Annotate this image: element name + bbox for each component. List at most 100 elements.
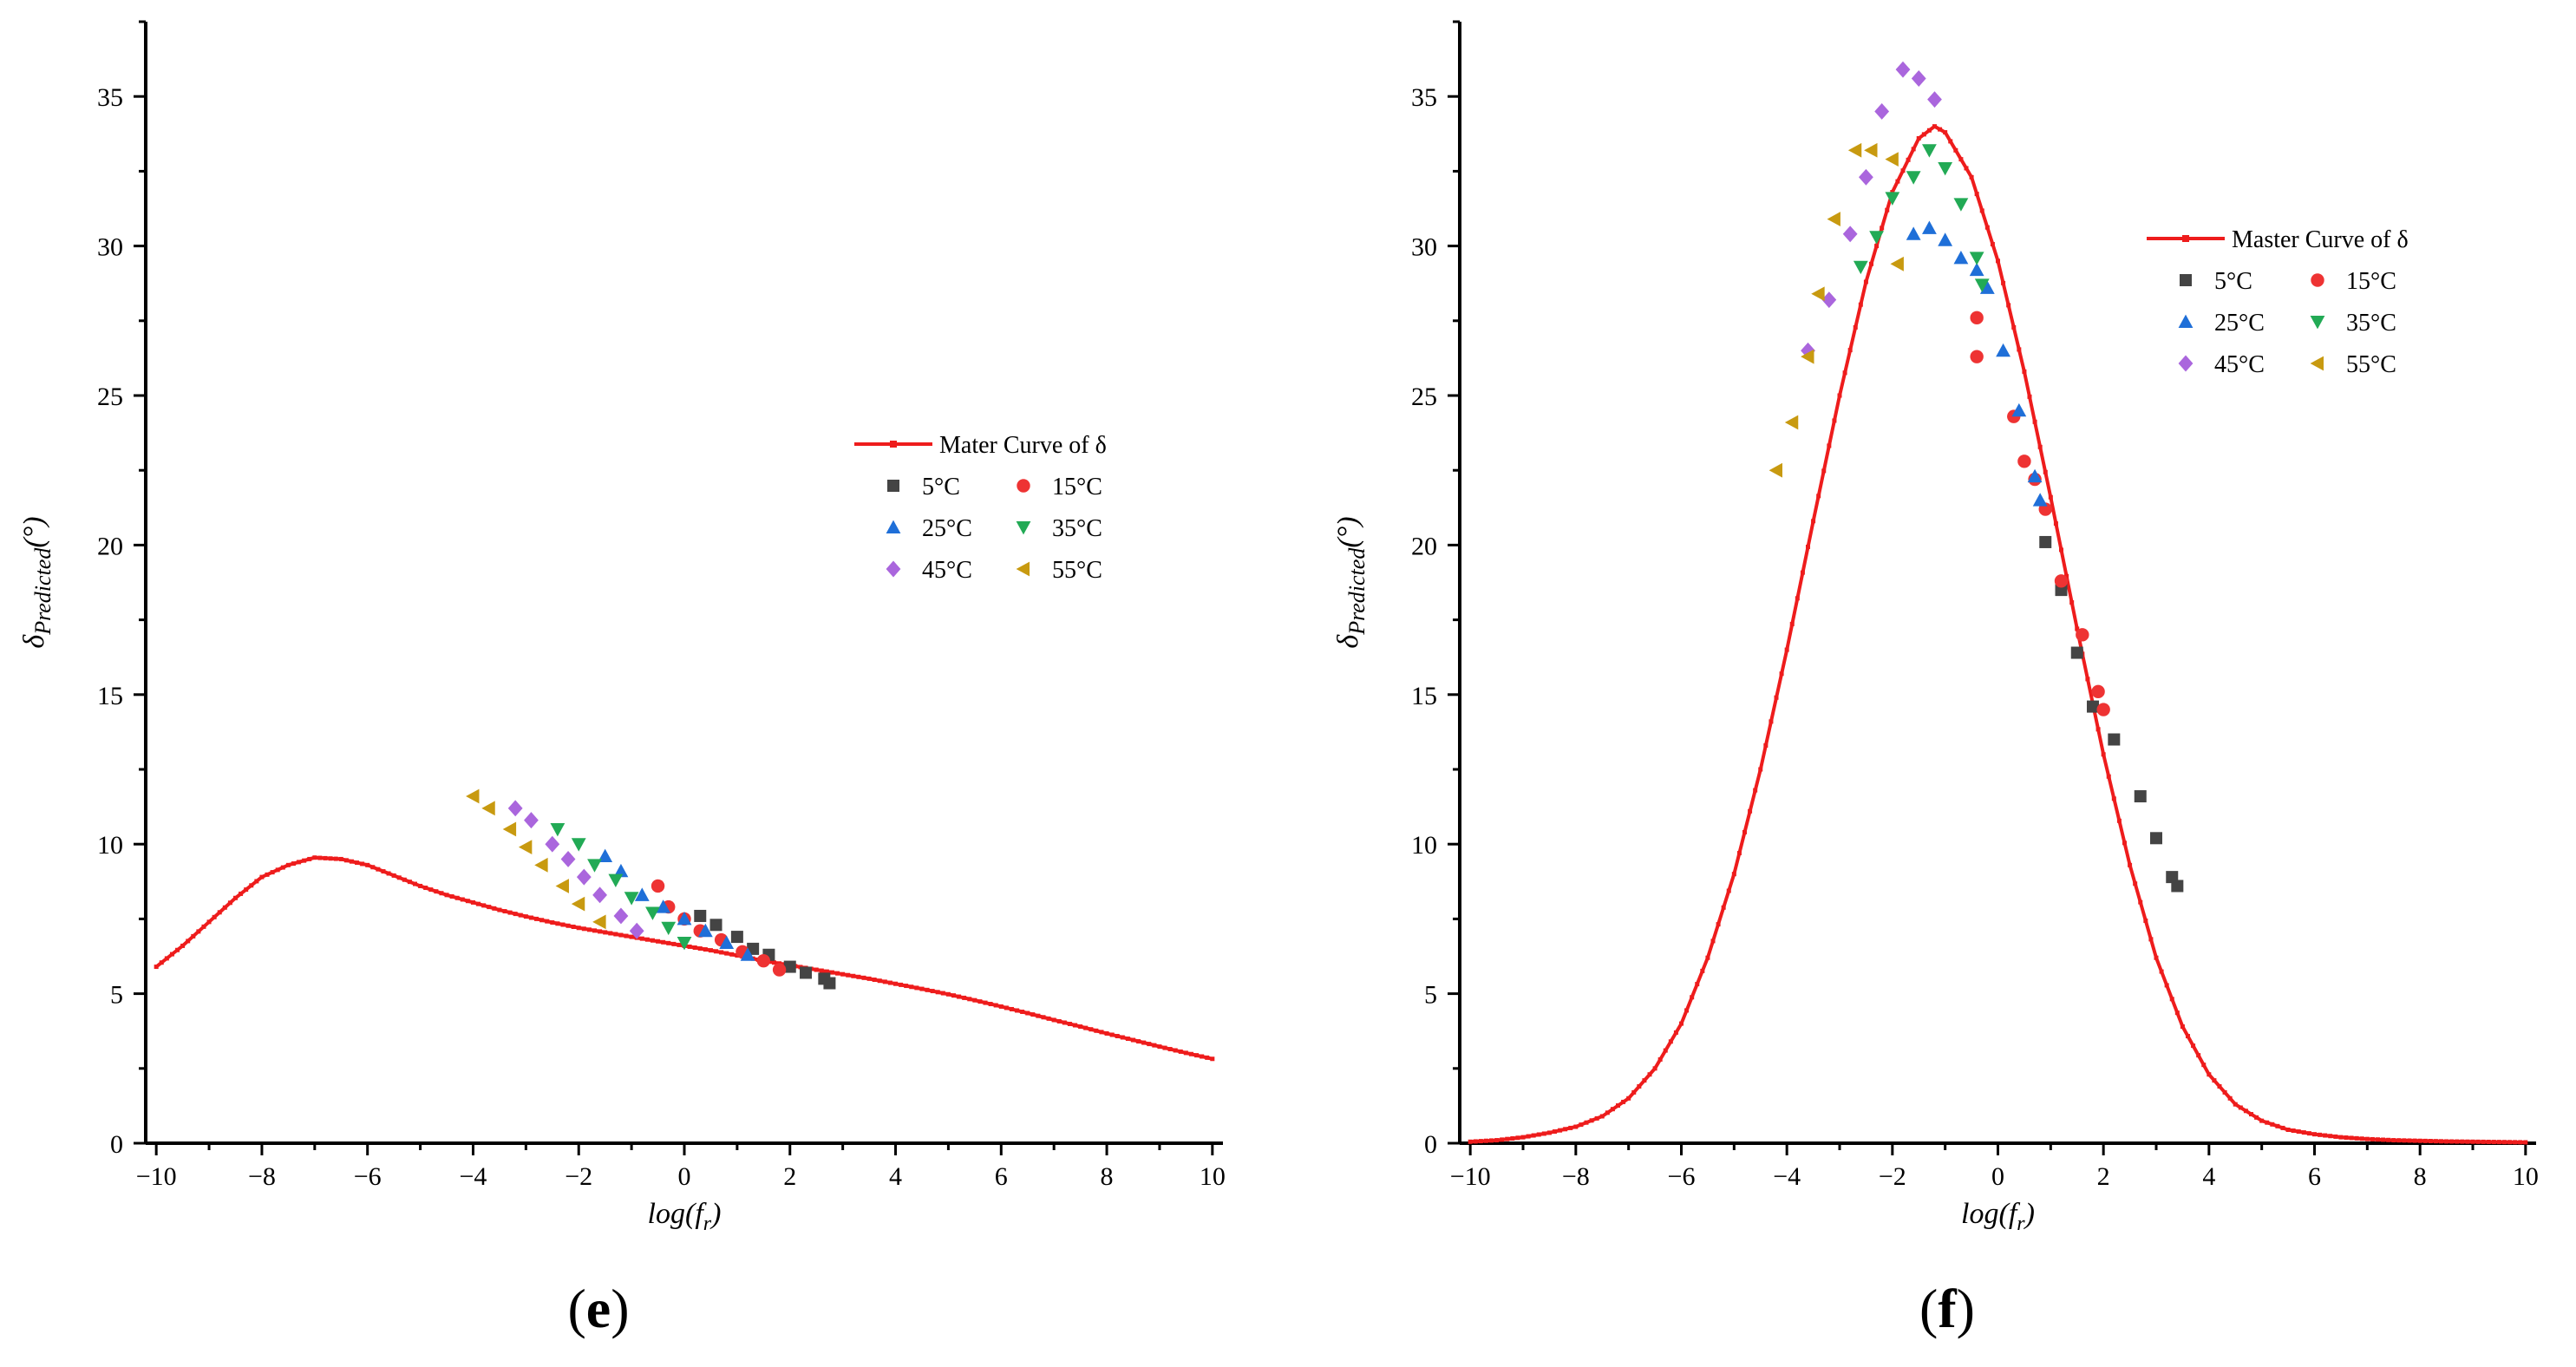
master-curve-point — [1821, 468, 1827, 474]
data-point — [1827, 212, 1840, 226]
master-curve-point — [1183, 1050, 1188, 1056]
data-point — [2087, 700, 2099, 713]
master-curve-point — [618, 932, 624, 938]
data-point — [524, 812, 539, 829]
data-point — [555, 879, 569, 893]
master-curve-point — [1167, 1047, 1173, 1052]
master-curve-point — [819, 968, 824, 973]
master-curve-point — [909, 984, 914, 990]
legend-line-marker — [2182, 235, 2189, 242]
master-curve-point — [1120, 1035, 1125, 1040]
data-point — [502, 821, 517, 837]
master-curve-point — [481, 903, 487, 908]
master-curve-point — [534, 916, 539, 921]
master-curve-point — [2017, 347, 2022, 352]
series-45CC — [507, 800, 644, 939]
data-point — [1996, 343, 2010, 357]
master-curve-point — [396, 875, 402, 880]
y-tick-label: 25 — [1411, 383, 1437, 411]
master-curve-point — [259, 874, 265, 880]
master-curve-point — [882, 979, 887, 984]
data-point — [2096, 703, 2110, 716]
data-point — [823, 977, 836, 990]
master-curve-point — [1015, 1008, 1020, 1013]
master-curve-point — [1489, 1138, 1494, 1143]
legend-marker — [886, 520, 901, 533]
data-point — [2054, 574, 2069, 588]
master-curve-point — [1157, 1044, 1162, 1050]
master-curve-point — [899, 982, 904, 987]
data-point — [661, 921, 677, 936]
master-curve-point — [1020, 1009, 1025, 1014]
master-curve-point — [1690, 995, 1695, 1000]
master-curve-point — [249, 883, 254, 888]
master-curve-point — [2513, 1140, 2518, 1145]
panel-label: (e) — [567, 1278, 629, 1339]
master-curve-point — [644, 937, 650, 942]
data-point — [2017, 455, 2031, 468]
master-curve-point — [2318, 1132, 2323, 1137]
master-curve-point — [856, 974, 861, 979]
master-curve-point — [1089, 1027, 1094, 1032]
master-curve-point — [239, 891, 244, 896]
master-curve-point — [951, 993, 956, 998]
master-curve-point — [2180, 1024, 2185, 1030]
master-curve-point — [814, 967, 819, 972]
master-curve-point — [967, 997, 972, 1002]
master-curve-point — [2370, 1136, 2375, 1141]
master-curve-point — [1827, 443, 1832, 448]
master-curve-point — [1478, 1139, 1483, 1144]
master-curve-point — [186, 939, 191, 944]
master-curve-point — [1115, 1033, 1120, 1038]
master-curve-point — [2439, 1139, 2443, 1144]
y-tick-label: 30 — [97, 233, 123, 262]
master-curve-point — [1916, 135, 1921, 141]
master-curve-point — [1679, 1021, 1684, 1026]
master-curve-point — [2507, 1140, 2513, 1145]
master-curve-point — [1147, 1042, 1152, 1047]
master-curve-point — [169, 952, 174, 957]
data-point — [740, 947, 755, 961]
master-curve-point — [2111, 796, 2116, 801]
master-curve-point — [1943, 130, 1948, 135]
master-curve-point — [2407, 1138, 2412, 1143]
master-curve-point — [2095, 727, 2101, 732]
master-curve-point — [887, 980, 892, 985]
master-curve-point — [1979, 208, 1984, 213]
legend-marker — [886, 560, 901, 578]
data-point — [550, 822, 566, 837]
master-curve-point — [2265, 1120, 2270, 1125]
master-curve-point — [1789, 621, 1795, 626]
master-curve-point — [1104, 1030, 1109, 1036]
data-point — [613, 907, 629, 925]
master-curve-point — [1041, 1015, 1046, 1020]
data-point — [1847, 142, 1862, 158]
master-curve-point — [586, 927, 592, 932]
legend-entry-label: 25°C — [2214, 310, 2265, 337]
master-curve-point — [2186, 1034, 2190, 1039]
x-tick-label: −2 — [565, 1162, 592, 1191]
master-curve-point — [2032, 419, 2037, 424]
master-curve-point — [349, 859, 354, 864]
legend-entry-label: 55°C — [1052, 557, 1102, 584]
master-curve-point — [835, 971, 840, 976]
master-curve-point — [2059, 547, 2063, 553]
master-curve-point — [285, 862, 291, 867]
master-curve-point — [2502, 1140, 2507, 1145]
master-curve-point — [376, 867, 381, 872]
master-curve-point — [164, 956, 169, 961]
data-point — [677, 912, 692, 926]
master-curve-point — [2043, 469, 2048, 474]
master-curve-point — [1921, 132, 1926, 137]
master-curve-point — [265, 872, 270, 877]
master-curve-point — [598, 929, 603, 934]
master-curve-point — [323, 855, 328, 860]
master-curve-point — [1700, 968, 1705, 973]
master-curve-point — [2191, 1043, 2196, 1049]
master-curve-point — [492, 906, 497, 911]
master-curve-point — [2323, 1133, 2328, 1138]
master-curve-point — [365, 862, 370, 867]
master-curve-point — [1869, 261, 1873, 266]
master-curve-point — [972, 997, 977, 1003]
data-point — [1922, 220, 1937, 234]
